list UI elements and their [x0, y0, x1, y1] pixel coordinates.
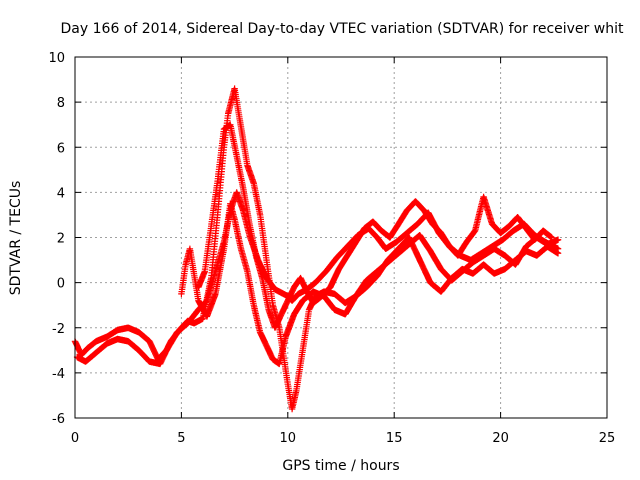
x-tick-label: 20 [492, 431, 509, 446]
y-tick-label: -6 [52, 412, 65, 427]
y-tick-label: 6 [57, 141, 65, 156]
data-layer [71, 85, 562, 413]
y-axis-label: SDTVAR / TECUs [8, 181, 24, 296]
x-tick-label: 0 [71, 431, 79, 446]
y-tick-label: -4 [52, 367, 65, 382]
series-track-c [178, 200, 562, 368]
y-tick-label: -2 [52, 322, 65, 337]
chart-title: Day 166 of 2014, Sidereal Day-to-day VTE… [61, 21, 624, 37]
data-point-marker [554, 250, 562, 257]
series-track-a [71, 189, 562, 363]
x-tick-label: 15 [386, 431, 403, 446]
y-tick-label: 10 [48, 51, 65, 66]
y-tick-label: 8 [57, 96, 65, 111]
tick-layer: 0 5 10 15 20 25 -6 -4 -2 0 2 4 6 8 10 [48, 51, 615, 446]
x-tick-label: 10 [280, 431, 297, 446]
x-tick-label: 5 [177, 431, 185, 446]
grid-layer [75, 57, 607, 418]
y-tick-label: 4 [57, 186, 65, 201]
y-tick-label: 0 [57, 277, 65, 292]
data-point-marker [548, 234, 555, 241]
x-tick-label: 25 [599, 431, 616, 446]
series-track-d [195, 121, 555, 331]
y-tick-label: 2 [57, 232, 65, 247]
x-axis-label: GPS time / hours [282, 458, 399, 474]
data-point-marker [554, 236, 562, 243]
series-track-b [73, 85, 562, 413]
